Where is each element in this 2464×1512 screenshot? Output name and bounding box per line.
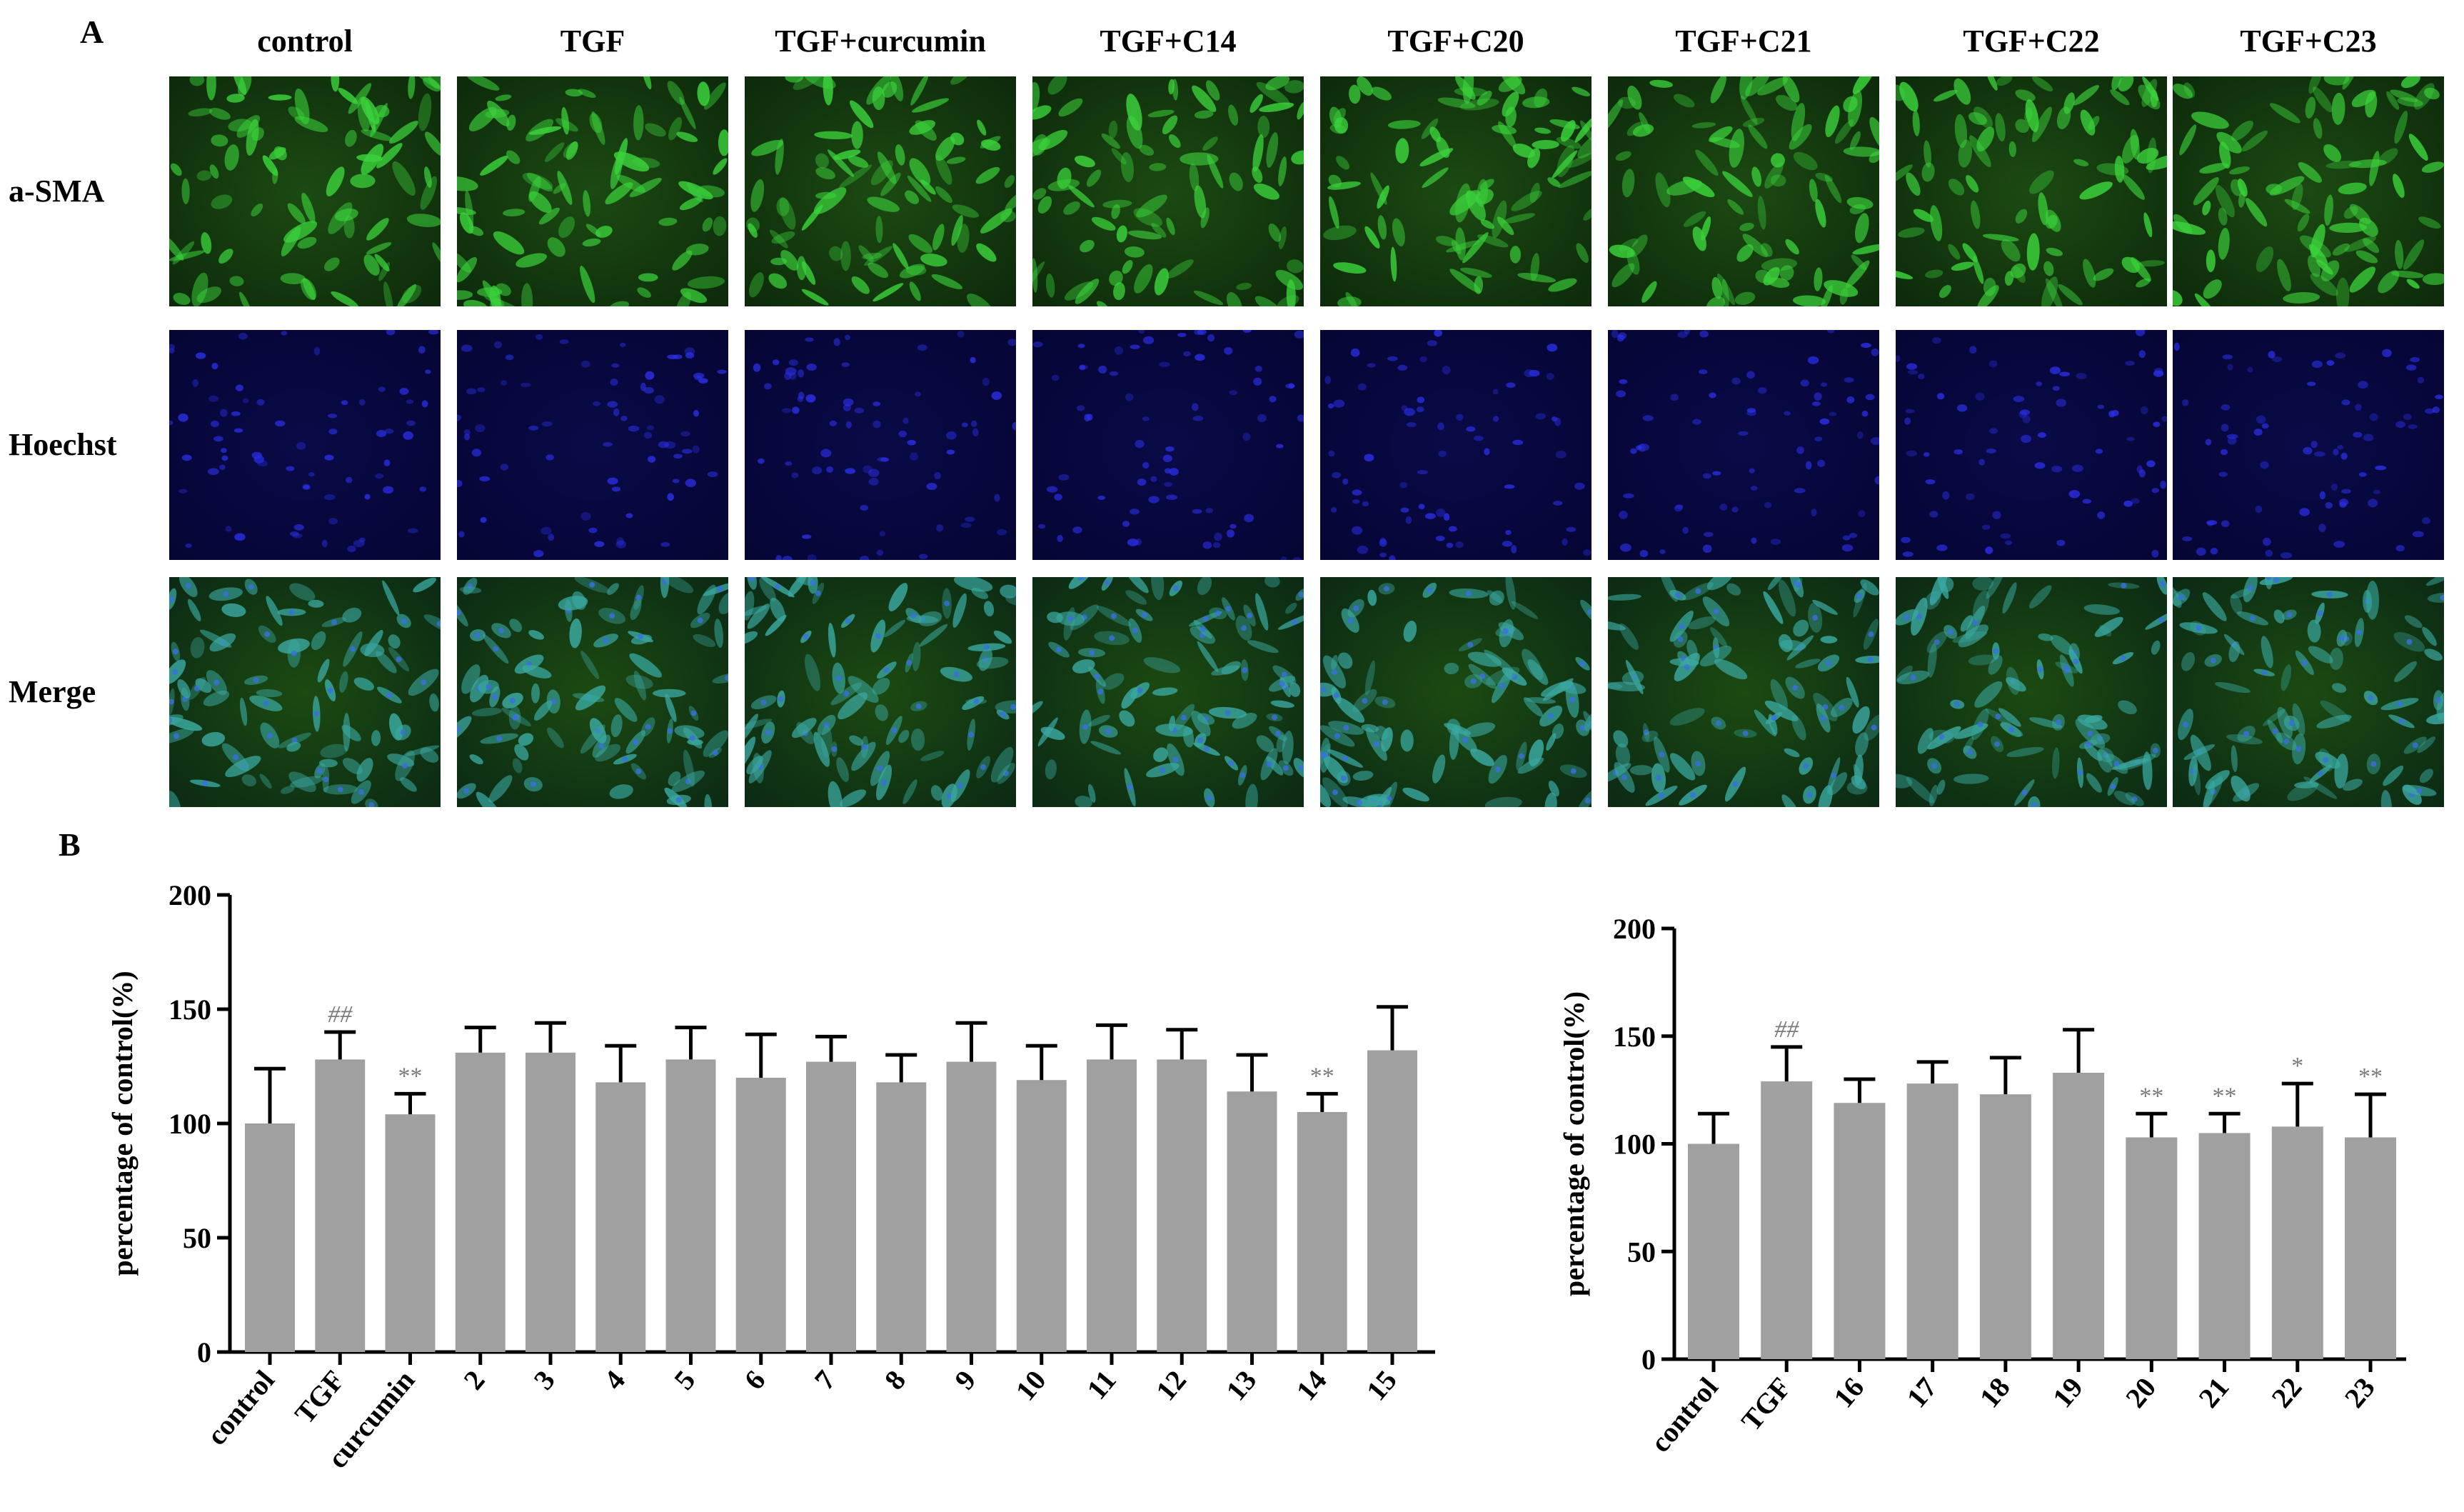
bar — [665, 1059, 716, 1352]
micrograph-merge — [1320, 577, 1591, 807]
bar — [2126, 1137, 2178, 1359]
panel-b-label: B — [59, 826, 81, 863]
bar — [1227, 1091, 1277, 1352]
significance-label: ** — [2358, 1063, 2383, 1090]
y-tick-label: 0 — [1641, 1343, 1656, 1376]
micrograph-asma — [745, 76, 1016, 306]
column-header: TGF+C14 — [1100, 24, 1236, 59]
bar — [2271, 1126, 2323, 1359]
micrograph-hoechst — [1032, 330, 1304, 560]
micrograph-asma — [457, 76, 728, 306]
micrograph-merge — [457, 577, 728, 807]
column-header: TGF — [560, 24, 625, 59]
column-header: TGF+curcumin — [775, 24, 986, 59]
significance-label: * — [2291, 1053, 2303, 1079]
bar — [245, 1123, 295, 1352]
column-header: TGF+C23 — [2240, 24, 2376, 59]
bar — [526, 1052, 575, 1352]
column-header: TGF+C21 — [1675, 24, 1811, 59]
micrograph-asma — [169, 76, 441, 306]
micrograph-hoechst — [457, 330, 728, 560]
bar — [2345, 1137, 2396, 1359]
y-tick-label: 150 — [169, 993, 211, 1026]
significance-label: ** — [2213, 1083, 2237, 1109]
y-tick-label: 200 — [169, 879, 211, 911]
micrograph-hoechst — [745, 330, 1016, 560]
micrograph-hoechst — [1320, 330, 1591, 560]
row-label: Hoechst — [9, 427, 117, 462]
bar — [1297, 1112, 1347, 1352]
micrograph-hoechst — [2173, 330, 2444, 560]
bar — [946, 1061, 997, 1352]
bar — [2198, 1133, 2251, 1359]
bar — [735, 1078, 786, 1352]
column-header: TGF+C22 — [1963, 24, 2099, 59]
micrograph-merge — [1608, 577, 1879, 807]
bar — [315, 1059, 366, 1352]
micrograph-merge — [1896, 577, 2167, 807]
bar — [1761, 1081, 1813, 1359]
row-label: a-SMA — [9, 174, 105, 209]
micrograph-asma — [1032, 76, 1304, 306]
micrograph-merge — [1032, 577, 1304, 807]
y-tick-label: 200 — [1613, 913, 1656, 945]
column-header: control — [257, 24, 353, 59]
bar — [595, 1082, 646, 1352]
y-axis-label: percentage of control(%) — [106, 971, 139, 1276]
bar — [1834, 1103, 1886, 1359]
bar — [1979, 1094, 2031, 1359]
bar — [1087, 1059, 1137, 1352]
micrograph-merge — [169, 577, 441, 807]
micrograph-asma — [1896, 76, 2167, 306]
bar — [806, 1061, 856, 1352]
significance-label: ** — [2139, 1083, 2163, 1109]
bar — [1157, 1059, 1207, 1352]
micrograph-hoechst — [169, 330, 441, 560]
y-tick-label: 50 — [1627, 1236, 1656, 1268]
y-tick-label: 0 — [197, 1336, 211, 1368]
bar — [876, 1082, 927, 1352]
panel-a-label: A — [80, 14, 104, 50]
micrograph-grid: control TGF TGF+curcumin TGF+C14 TGF+C20 TGF+… — [9, 24, 2444, 807]
bar — [2053, 1073, 2105, 1359]
significance-label: ## — [328, 1001, 353, 1028]
row-label: Merge — [9, 674, 96, 709]
bar — [1367, 1050, 1417, 1352]
y-tick-label: 100 — [169, 1108, 211, 1140]
y-tick-label: 50 — [183, 1222, 211, 1254]
y-tick-label: 100 — [1613, 1128, 1656, 1161]
micrograph-asma — [1608, 76, 1879, 306]
bar — [1016, 1080, 1067, 1352]
micrograph-asma — [2173, 76, 2444, 306]
significance-label: ** — [1310, 1063, 1334, 1089]
micrograph-asma — [1320, 76, 1591, 306]
micrograph-merge — [2173, 577, 2444, 807]
significance-label: ** — [398, 1063, 423, 1089]
micrograph-hoechst — [1608, 330, 1879, 560]
y-axis-label: percentage of control(%) — [1558, 991, 1590, 1296]
bar — [385, 1114, 436, 1352]
significance-label: ## — [1774, 1016, 1799, 1043]
micrograph-merge — [745, 577, 1016, 807]
bar — [1688, 1143, 1739, 1359]
bar — [455, 1052, 506, 1352]
y-tick-label: 150 — [1613, 1021, 1656, 1053]
column-header: TGF+C20 — [1387, 24, 1524, 59]
micrograph-hoechst — [1896, 330, 2167, 560]
bar — [1906, 1083, 1958, 1359]
